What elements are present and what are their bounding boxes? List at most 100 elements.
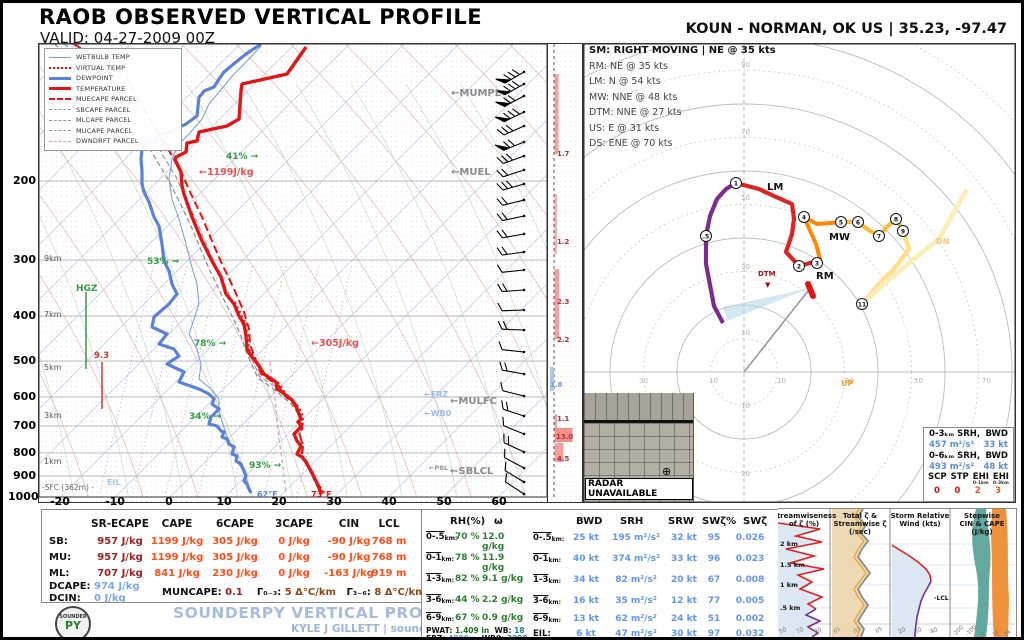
svg-text:5: 5	[839, 220, 843, 227]
lcl-annotation: -LCL	[934, 595, 949, 602]
sm-line: SM: RIGHT MOVING | NE @ 35 kts	[589, 45, 776, 56]
hodograph-rings	[584, 44, 1015, 502]
dcape-label: DCAPE:	[49, 581, 91, 592]
strip-bar	[554, 443, 564, 462]
p4-title: Stepwise	[964, 512, 1000, 520]
index-headers: SCP STP EHI 0-1km EHI 0-3km	[924, 472, 1013, 486]
col-header-lcl: LCL	[378, 518, 400, 530]
rm-label: RM	[816, 271, 834, 282]
swz-value: 0.005	[735, 596, 765, 606]
xtick: -200	[952, 624, 965, 637]
bwd-03-value: 33 kt	[983, 440, 1008, 450]
omega-value: 0.9 g/kg	[482, 613, 524, 623]
wetbulb-line-swatch	[49, 56, 71, 58]
scp-header: SCP	[928, 472, 947, 482]
row-label-sb: SB:	[49, 536, 68, 547]
temp-tick-10: 10	[216, 495, 232, 508]
bwd-value: 34 kt	[573, 575, 599, 585]
ylabel-1km: 1 km	[780, 581, 798, 589]
strip-value: 1.2	[557, 238, 570, 246]
stp-value: 0	[954, 486, 961, 496]
muncape-group: MUNCAPE: 0.1 Γ₀₋₃: 5 Δ°C/km Γ₃₋₆: 8 Δ°C/…	[162, 587, 426, 598]
km-marker-1: 1	[730, 177, 742, 189]
km-marker-3: 3	[811, 257, 823, 269]
row-label: 3-6km:	[426, 595, 455, 605]
ehi01-header: EHI 0-1km	[972, 472, 989, 486]
ring-label: 90	[741, 61, 750, 69]
legend-row: MUCAPE PARCEL	[49, 126, 177, 137]
srh-value: 374 m²/s²	[612, 554, 660, 564]
srh-header: SRH	[620, 516, 644, 527]
ml-3cape: 0 J/kg	[278, 568, 310, 579]
svg-text:9: 9	[901, 229, 905, 236]
swzpct-value: 95	[707, 533, 721, 543]
p1-title: Streamwiseness	[778, 512, 836, 520]
strip-value: 2.2	[557, 336, 570, 344]
height-label-1km: 1km	[44, 457, 62, 466]
legend-row: VIRTUAL TEMP	[49, 63, 177, 74]
srh-value: 82 m²/s²	[615, 575, 657, 585]
pressure-tick-300: 300	[13, 253, 36, 266]
temp-tick-60: 60	[491, 495, 507, 508]
vorticity-fill	[832, 509, 870, 637]
srw-value: 32 kt	[671, 533, 697, 543]
ring-label: 70	[982, 377, 991, 385]
ml-cin: -163 J/kg	[324, 568, 374, 579]
bwd-value: 13 kt	[573, 614, 599, 624]
mw-label: MW	[829, 232, 850, 243]
swzpct-value: 77	[707, 596, 721, 606]
srw-value: 30 kt	[671, 629, 697, 639]
xtick: 30	[913, 626, 923, 636]
skewt-curves	[53, 44, 325, 495]
ring-label: 30	[741, 263, 750, 271]
up-label: UP	[841, 379, 853, 388]
bwd-value: 40 kt	[573, 554, 599, 564]
total-vorticity-line	[856, 508, 872, 637]
ring-label: 10	[709, 377, 718, 385]
xtick: 40	[929, 626, 939, 636]
omega-value: 9.1 g/kg	[482, 574, 524, 584]
sbcape-line-swatch	[49, 109, 71, 111]
dn-label: DN	[936, 237, 949, 246]
svg-text:.5: .5	[703, 234, 709, 241]
mu-3cape: 0 J/kg	[278, 552, 310, 563]
swz-value: 0.008	[735, 575, 765, 585]
srh-03-label: 0-3ₖₘ SRH,	[929, 429, 981, 439]
row-label: 0-.5km:	[533, 533, 565, 543]
km-marker-0.5: .5	[700, 230, 712, 242]
row-label: 1-3km:	[533, 575, 562, 585]
srh-03-header: 0-3ₖₘ SRH, BWD	[924, 428, 1013, 439]
sb-lcl: 768 m	[371, 536, 407, 547]
mucape-line-swatch	[49, 130, 71, 132]
hodo-trace-11-13km	[860, 187, 970, 306]
muel-label: ←MUEL	[451, 167, 491, 178]
ehi03-value: 3	[995, 486, 1001, 496]
legend-label: MLCAPE PARCEL	[76, 116, 132, 125]
swz-value: 0.002	[735, 614, 765, 624]
strip-bar-negative	[550, 367, 554, 391]
omega-value: 12.0 g/kg	[482, 532, 505, 552]
frz-line: FRZ: 4000m WB0: 3200m	[426, 634, 536, 640]
vorticity-plot: .01 .03 .05	[831, 508, 884, 637]
ylabel-2km: 2 km	[780, 540, 798, 548]
km-marker-11: 11	[856, 298, 868, 310]
lapse03-label: Γ₀₋₃:	[256, 587, 282, 598]
temp-tick-n20: -20	[50, 495, 70, 508]
srh-06-values: 493 m²/s² 48 kt	[924, 461, 1013, 472]
mu-srecape: 957 J/kg	[97, 552, 143, 563]
rm-storm-motion-dot	[805, 281, 816, 299]
ring-label: 30	[845, 377, 854, 385]
radar-unavailable-label: RADAR UNAVAILABLE	[585, 478, 693, 500]
svg-text:4: 4	[802, 215, 806, 222]
row-label: 6-9km:	[426, 613, 455, 623]
thermo-table: SR-ECAPE CAPE 6CAPE 3CAPE CIN LCL SB: 95…	[41, 509, 426, 604]
mini-plots: 2 km 1.5 km 1 km .5 km 50 70 90 .01 .03 …	[772, 508, 1014, 638]
streamwiseness-line-upper	[777, 522, 825, 610]
rh-label-78: 78% →	[194, 339, 227, 349]
rh-value: 44 %	[455, 595, 480, 605]
xtick: 2k	[1004, 628, 1014, 638]
xtick: 0	[980, 631, 987, 638]
srh-stats-box: 0-3ₖₘ SRH, BWD 457 m²/s² 33 kt 0-6ₖₘ SRH, B…	[923, 427, 1014, 502]
xtick: .01	[831, 626, 842, 636]
streamwiseness-plot: 2 km 1.5 km 1 km .5 km 50 70 90	[777, 522, 825, 637]
